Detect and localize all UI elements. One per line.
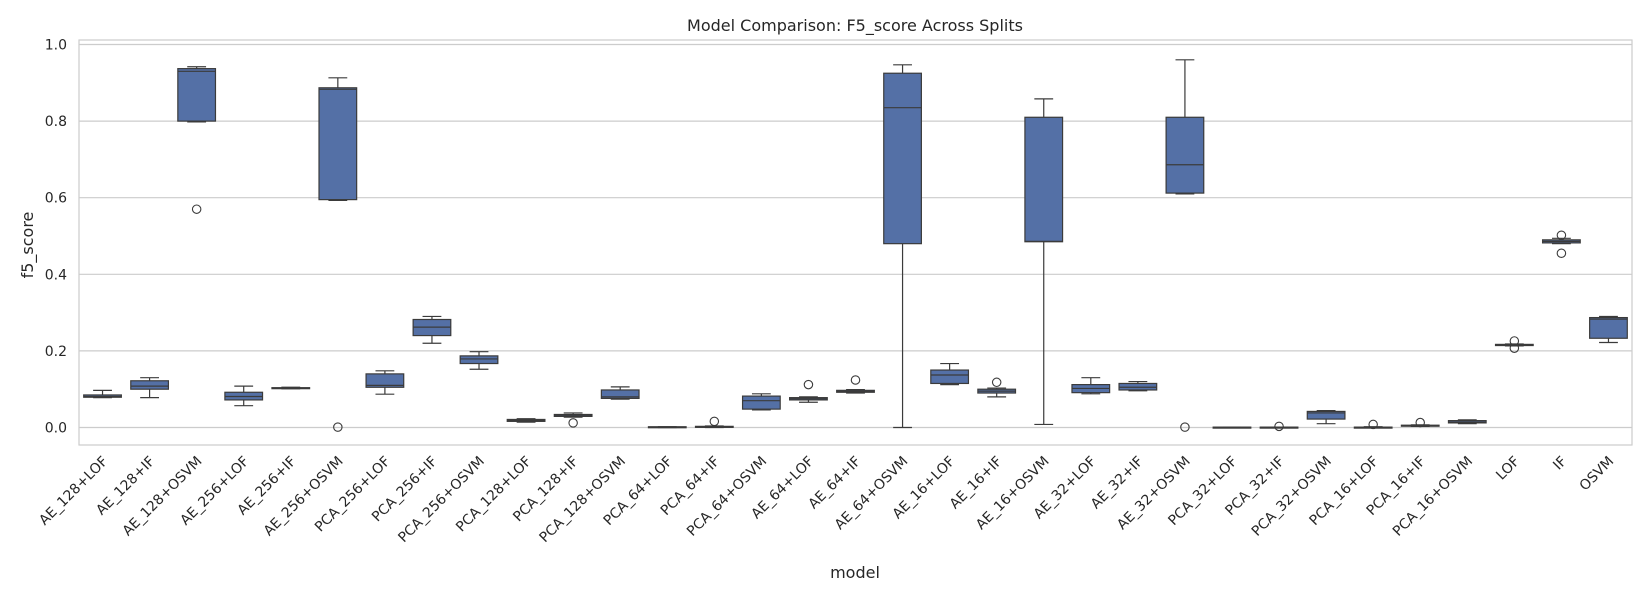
y-axis-label: f5_score (18, 212, 38, 279)
box-AE_64+OSVM (883, 64, 922, 429)
box-AE_128+LOF (83, 389, 122, 399)
iqr-box (930, 369, 970, 385)
iqr-box (318, 87, 358, 201)
y-tick-label: 0.6 (45, 191, 67, 207)
box-AE_256+IF (271, 386, 311, 390)
box-PCA_32+IF (1259, 421, 1299, 432)
box-IF (1541, 230, 1581, 258)
box-PCA_128+IF (553, 412, 593, 428)
box-PCA_64+LOF (647, 426, 687, 429)
box-AE_256+OSVM (318, 77, 358, 432)
box-LOF (1494, 336, 1534, 353)
y-tick-label: 0.8 (45, 114, 67, 130)
outlier-point (1509, 336, 1520, 346)
box-AE_16+LOF (930, 362, 970, 386)
y-tick-label: 0.0 (45, 421, 67, 437)
box-PCA_64+OSVM (741, 393, 781, 411)
outlier-point (1368, 419, 1378, 430)
x-tick-label: PCA_16+OSVM (1390, 454, 1476, 540)
box-PCA_16+IF (1400, 417, 1440, 428)
outlier-point (850, 375, 861, 385)
outlier-point (568, 418, 578, 428)
box-PCA_256+LOF (365, 370, 405, 395)
x-tick-label: PCA_128+OSVM (537, 454, 629, 546)
x-tick-label: AE_256+OSVM (261, 454, 347, 540)
box-AE_32+IF (1118, 380, 1158, 392)
box-AE_16+OSVM (1024, 98, 1064, 426)
iqr-box (883, 72, 922, 245)
box-AE_32+OSVM (1165, 59, 1205, 432)
box-AE_16+IF (977, 377, 1017, 398)
box-AE_128+OSVM (177, 66, 217, 214)
y-tick-label: 0.2 (45, 344, 67, 360)
box-AE_256+LOF (224, 385, 264, 407)
iqr-box (459, 355, 499, 365)
x-tick-label: OSVM (1577, 454, 1618, 495)
outlier-point (1556, 248, 1567, 258)
chart-title: Model Comparison: F5_score Across Splits (687, 16, 1023, 36)
iqr-box (130, 380, 170, 390)
gridlines (79, 43, 1632, 429)
iqr-box (600, 389, 640, 399)
iqr-box (1165, 116, 1205, 194)
y-tick-label: 0.4 (45, 267, 67, 283)
box-PCA_32+LOF (1212, 426, 1252, 429)
x-tick-label: LOF (1493, 454, 1523, 484)
box-PCA_256+OSVM (459, 351, 499, 370)
box-PCA_32+OSVM (1306, 410, 1346, 425)
outlier-point (991, 377, 1002, 388)
y-tick-label: 1.0 (45, 38, 67, 54)
x-axis-label: model (830, 563, 880, 582)
box-PCA_128+OSVM (600, 386, 640, 400)
iqr-box (177, 68, 217, 122)
x-tick-label: AE_128+OSVM (120, 454, 206, 540)
y-axis-ticks: 0.0 0.2 0.4 0.6 0.8 1.0 (45, 38, 67, 437)
outlier-point (333, 422, 343, 432)
x-tick-label: PCA_64+OSVM (684, 454, 770, 540)
iqr-box (1589, 316, 1628, 339)
outlier-point (1556, 230, 1567, 240)
iqr-box (741, 395, 781, 410)
iqr-box (1024, 116, 1064, 243)
box-AE_32+LOF (1071, 377, 1111, 395)
outlier-point (1415, 417, 1425, 428)
box-PCA_256+IF (412, 315, 452, 344)
x-tick-label: PCA_32+OSVM (1249, 454, 1335, 540)
boxes (83, 59, 1628, 432)
plot-area-frame (78, 39, 1633, 446)
box-PCA_16+LOF (1353, 419, 1393, 430)
x-tick-label: AE_128+LOF (36, 454, 111, 529)
x-tick-label: PCA_256+OSVM (395, 454, 487, 546)
box-OSVM (1589, 315, 1628, 344)
box-PCA_16+OSVM (1447, 419, 1487, 425)
outlier-point (709, 416, 720, 427)
outlier-point (1180, 422, 1190, 432)
outlier-point (1509, 343, 1520, 353)
iqr-box (365, 373, 405, 388)
box-AE_64+LOF (789, 379, 828, 403)
box-PCA_64+IF (694, 416, 734, 429)
outlier-point (1274, 421, 1284, 432)
outlier-point (803, 379, 814, 390)
box-PCA_128+LOF (506, 418, 546, 423)
box-AE_128+IF (130, 377, 170, 399)
outlier-point (191, 204, 202, 214)
x-tick-label: IF (1550, 454, 1570, 474)
iqr-box (1306, 410, 1346, 420)
x-axis-ticks: AE_128+LOFAE_128+IFAE_128+OSVMAE_256+LOF… (36, 454, 1617, 546)
box-AE_64+IF (836, 375, 875, 394)
